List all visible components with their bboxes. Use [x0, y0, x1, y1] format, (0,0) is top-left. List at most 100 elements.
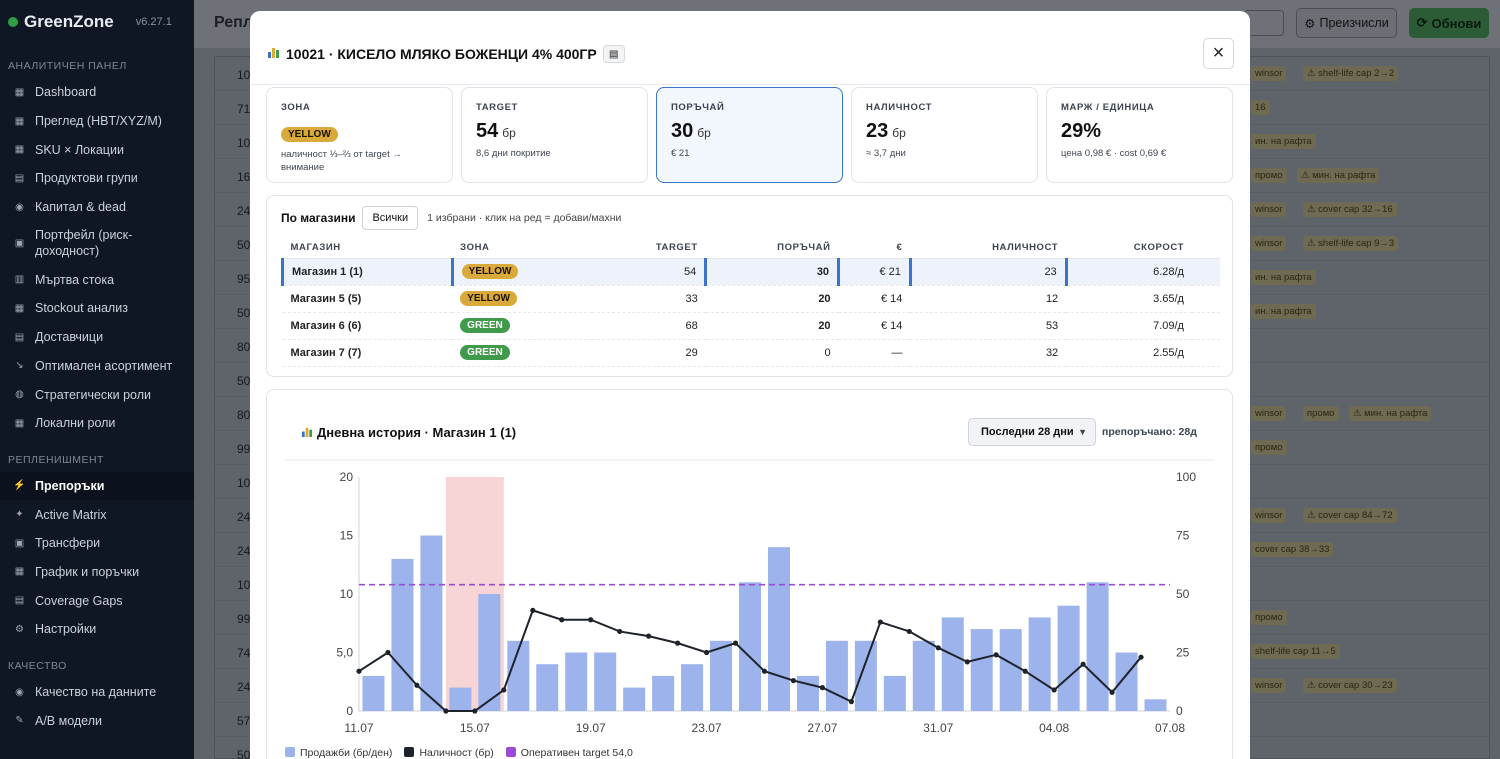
sidebar-item[interactable]: ◉ Качество на данните	[0, 678, 194, 707]
table-row[interactable]: 50	[215, 737, 1489, 759]
recalculate-button[interactable]: ⚙ Преизчисли	[1296, 8, 1397, 38]
sidebar-item-label: Трансфери	[35, 536, 101, 551]
coverage-icon: ▤	[14, 595, 25, 607]
flag-badge: winsor	[1251, 66, 1287, 81]
flag-badge: ин. на рафта	[1251, 270, 1316, 285]
sidebar-item[interactable]: ▦ Stockout анализ	[0, 294, 194, 323]
sidebar-item[interactable]: ▥ Мъртва стока	[0, 265, 194, 294]
store-row[interactable]: Магазин 7 (7) GREEN 29 0—32 2.55/д	[282, 339, 1220, 367]
sidebar-item[interactable]: ▦ Преглед (HBT/XYZ/M)	[0, 107, 194, 136]
zone-badge: YELLOW	[461, 264, 519, 279]
x-tick-label: 31.07	[923, 721, 953, 735]
sidebar-item[interactable]: ▣ Портфейл (риск-доходност)	[0, 221, 194, 265]
kpi-sub: наличност ⅓–⅔ от target → внимание	[281, 149, 402, 174]
kpi-value: 54 бр	[476, 120, 633, 143]
store-row[interactable]: Магазин 1 (1) YELLOW 54 30 € 21 23 6.28/д	[281, 258, 1220, 286]
stores-hint: 1 избрани · клик на ред = добави/махни	[427, 212, 622, 224]
sidebar-item[interactable]: ✦ Active Matrix	[0, 500, 194, 529]
sidebar-item[interactable]: ▦ График и поръчки	[0, 558, 194, 587]
copy-icon[interactable]: ▤	[602, 45, 625, 63]
kpi-number: 54	[476, 120, 499, 142]
x-tick-label: 19.07	[576, 721, 606, 735]
sales-bar	[536, 664, 559, 711]
stock-cell: 23	[908, 258, 1067, 286]
row-value: 24	[237, 680, 251, 694]
close-icon[interactable]: ×	[1203, 38, 1234, 69]
kpi-value: 30 бр	[671, 120, 828, 143]
sidebar-item[interactable]: ↘ Оптимален асортимент	[0, 352, 194, 381]
range-select[interactable]: Последни 28 дни ▼	[968, 418, 1096, 446]
brand[interactable]: GreenZone v6.27.1	[0, 0, 194, 44]
table-row[interactable]: 24 winsor ⚠ cover cap 30→23	[215, 669, 1489, 703]
sidebar-item[interactable]: ▣ Трансфери	[0, 529, 194, 558]
select-all-button[interactable]: Всички	[362, 206, 419, 230]
legend-item[interactable]: Оперативен target 54,0	[505, 747, 633, 759]
groups-icon: ▤	[14, 172, 25, 184]
stock-point	[646, 633, 652, 639]
sales-bar	[883, 675, 906, 711]
flag-badge: ⚠ shelf-life cap 9→3	[1303, 236, 1399, 251]
sales-bar	[970, 629, 993, 711]
sidebar-item[interactable]: ▦ Локални роли	[0, 409, 194, 438]
sidebar-item[interactable]: ◉ Капитал & dead	[0, 193, 194, 222]
row-value: 24	[237, 204, 251, 218]
stockout-band	[445, 477, 475, 711]
sidebar-item[interactable]: ▤ Доставчици	[0, 323, 194, 352]
sidebar-item[interactable]: ▦ Dashboard	[0, 78, 194, 107]
sidebar-item-label: Продуктови групи	[35, 171, 138, 186]
store-name: Магазин 5 (5)	[282, 285, 453, 313]
sidebar-item-label: Капитал & dead	[35, 200, 126, 215]
sidebar-item[interactable]: ▤ Coverage Gaps	[0, 586, 194, 615]
sku-icon: ▦	[14, 144, 25, 156]
store-row[interactable]: Магазин 5 (5) YELLOW 33 20 € 14 12 3.65/д	[282, 285, 1220, 313]
stock-point	[964, 659, 970, 665]
store-name: Магазин 6 (6)	[282, 312, 453, 340]
app-version: v6.27.1	[135, 16, 172, 28]
legend-item[interactable]: Наличност (бр)	[404, 747, 494, 759]
sales-bar	[767, 547, 790, 711]
speed-cell: 7.09/д	[1066, 312, 1192, 340]
refresh-button[interactable]: ⟳ Обнови	[1409, 8, 1489, 38]
legend-item[interactable]: Продажби (бр/ден)	[285, 747, 392, 759]
sidebar-item-label: Coverage Gaps	[35, 593, 123, 608]
sales-bar	[1144, 699, 1167, 711]
kpi-sub: ≈ 3,7 дни	[866, 148, 906, 159]
flag-badge: ин. на рафта	[1251, 134, 1316, 149]
kpi-label: НАЛИЧНОСТ	[866, 102, 933, 113]
sales-bar	[681, 664, 704, 711]
spacer-cell	[1191, 258, 1220, 286]
sales-bar	[1086, 582, 1109, 711]
target-cell: 68	[591, 312, 706, 340]
sidebar-item[interactable]: ◍ Стратегически роли	[0, 380, 194, 409]
row-value: 16	[237, 170, 251, 184]
sales-bar	[825, 640, 848, 711]
sidebar-item[interactable]: ⚙ Настройки	[0, 615, 194, 644]
sidebar-item[interactable]: ▦ SKU × Локации	[0, 135, 194, 164]
schedule-icon: ▦	[14, 566, 25, 578]
stores-panel: По магазини Всички 1 избрани · клик на р…	[266, 195, 1233, 377]
sidebar-item[interactable]: ⚡ Препоръки	[0, 471, 194, 501]
flag-badge: промо	[1251, 168, 1287, 183]
stores-table: МАГАЗИН ЗОНА TARGET ПОРЪЧАЙ € НАЛИЧНОСТ …	[281, 237, 1220, 367]
sidebar-item-label: SKU × Локации	[35, 142, 124, 157]
store-row[interactable]: Магазин 6 (6) GREEN 68 20 € 14 53 7.09/д	[282, 312, 1220, 340]
eur-cell: € 14	[838, 312, 911, 340]
flag-badge: 16	[1251, 100, 1270, 115]
column-spacer	[1191, 237, 1220, 259]
kpi-sub: € 21	[671, 148, 690, 159]
brand-name: GreenZone	[24, 12, 114, 31]
x-tick-label: 23.07	[692, 721, 722, 735]
kpi-zone: ЗОНА YELLOW наличност ⅓–⅔ от target → вн…	[266, 87, 453, 183]
sidebar-item[interactable]: ✎ A/B модели	[0, 706, 194, 735]
flag-badge: winsor	[1251, 678, 1287, 693]
filter-select[interactable]	[1244, 10, 1284, 36]
legend-label: Продажби (бр/ден)	[300, 747, 393, 759]
stock-point	[1109, 689, 1115, 695]
eur-cell: € 14	[838, 285, 911, 313]
row-value: 99	[237, 612, 251, 626]
sidebar-item[interactable]: ▤ Продуктови групи	[0, 164, 194, 193]
sidebar-item-label: Качество на данните	[35, 685, 157, 700]
ab-icon: ✎	[15, 715, 24, 727]
zone-badge: GREEN	[460, 345, 510, 360]
y-tick-label-right: 25	[1176, 646, 1190, 660]
